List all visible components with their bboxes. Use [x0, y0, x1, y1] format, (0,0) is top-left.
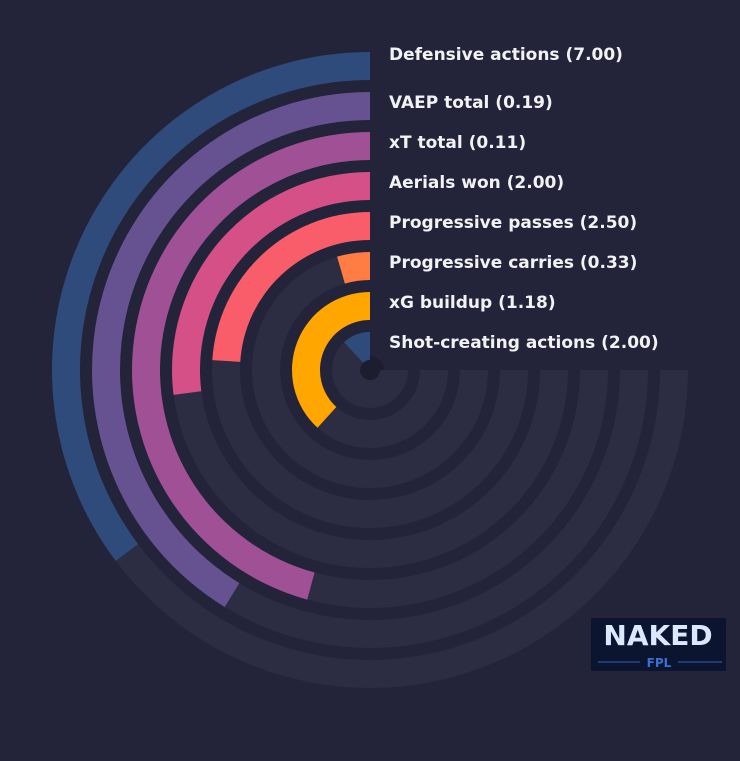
bar-label: Shot-creating actions (2.00) [389, 333, 659, 353]
logo: NAKED FPL [591, 618, 726, 671]
arc-bar [92, 92, 370, 608]
bar-label: xT total (0.11) [389, 133, 526, 153]
arc-bar [292, 292, 370, 428]
bar-label: xG buildup (1.18) [389, 293, 556, 313]
bar-label: Aerials won (2.00) [389, 173, 564, 193]
arc-bar [51, 52, 370, 561]
bar-label: Defensive actions (7.00) [389, 45, 623, 65]
arc-bar [132, 132, 370, 600]
arc-bar [343, 332, 370, 363]
bar-label: VAEP total (0.19) [389, 93, 553, 113]
bar-label: Progressive carries (0.33) [389, 253, 637, 273]
bar-label: Progressive passes (2.50) [389, 213, 637, 233]
arc-bar [171, 172, 370, 395]
arc-bar [337, 252, 370, 284]
track [332, 332, 408, 408]
logo-subtitle: FPL [647, 656, 672, 670]
center-dot [356, 356, 384, 384]
logo-title: NAKED [603, 619, 712, 652]
arc-bar [212, 212, 370, 362]
